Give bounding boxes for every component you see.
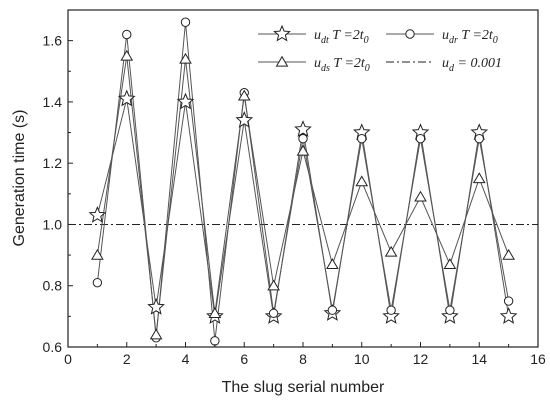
data-point-uds bbox=[472, 172, 486, 184]
x-axis-label: The slug serial number bbox=[222, 379, 385, 396]
data-point-uds bbox=[149, 328, 163, 340]
y-tick-label: 0.6 bbox=[43, 339, 63, 355]
data-point-udr bbox=[122, 29, 132, 40]
data-point-udt bbox=[499, 307, 518, 324]
data-point-udt bbox=[294, 120, 312, 138]
data-point-udr bbox=[357, 133, 367, 144]
data-point-uds bbox=[414, 190, 427, 202]
legend-label-uds: uds T =2t0 bbox=[314, 56, 370, 74]
data-point-uds bbox=[355, 175, 369, 187]
data-point-udt bbox=[382, 307, 400, 324]
y-tick-label: 1.2 bbox=[43, 155, 63, 171]
data-point-udt bbox=[441, 307, 459, 324]
legend-marker-uds bbox=[275, 55, 289, 67]
legend: udt T =2t0 udr T =2t0 uds T =2t0 ud = 0.001 bbox=[258, 24, 502, 74]
plot-area bbox=[68, 17, 538, 346]
data-point-udt bbox=[88, 205, 107, 223]
data-point-uds bbox=[179, 52, 192, 64]
legend-label-udt: udt T =2t0 bbox=[314, 28, 369, 46]
data-point-udr bbox=[92, 277, 103, 288]
data-point-uds bbox=[267, 279, 280, 291]
data-point-uds bbox=[120, 49, 134, 61]
data-point-udr bbox=[474, 133, 484, 144]
data-point-udt bbox=[176, 92, 195, 110]
data-point-uds bbox=[502, 248, 515, 260]
data-point-uds bbox=[384, 245, 398, 257]
y-tick-label: 1.0 bbox=[43, 216, 63, 232]
x-tick-label: 4 bbox=[182, 351, 190, 367]
x-tick-label: 12 bbox=[413, 351, 429, 367]
data-point-udr bbox=[386, 305, 396, 315]
x-tick-label: 16 bbox=[530, 351, 546, 367]
data-point-udr bbox=[445, 305, 455, 315]
x-tick-label: 8 bbox=[299, 351, 307, 367]
axis-ticks: 0 2 4 6 8 10 12 14 16 0.6 0.8 1.0 1.2 1.4 1.6 bbox=[43, 9, 546, 367]
data-point-udt bbox=[117, 89, 136, 107]
data-point-uds bbox=[237, 89, 251, 101]
data-point-udr bbox=[268, 308, 279, 318]
data-point-uds bbox=[91, 248, 104, 260]
data-point-udr bbox=[210, 336, 220, 346]
data-point-udr bbox=[327, 305, 338, 315]
y-tick-label: 1.4 bbox=[43, 94, 63, 110]
legend-label-ref: ud = 0.001 bbox=[442, 56, 502, 74]
data-point-udr bbox=[503, 296, 514, 306]
data-point-uds bbox=[326, 258, 339, 269]
y-tick-label: 1.6 bbox=[43, 33, 63, 49]
legend-marker-udr bbox=[405, 29, 415, 39]
data-point-udt bbox=[147, 297, 165, 315]
x-tick-label: 10 bbox=[354, 351, 370, 367]
legend-label-udr: udr T =2t0 bbox=[442, 28, 498, 46]
data-point-uds bbox=[296, 144, 310, 156]
data-point-udr bbox=[298, 133, 308, 144]
data-point-uds bbox=[443, 258, 457, 269]
y-tick-label: 0.8 bbox=[43, 278, 63, 294]
x-tick-label: 0 bbox=[64, 351, 72, 367]
data-point-udr bbox=[180, 17, 191, 27]
data-point-udt bbox=[235, 110, 254, 128]
x-tick-label: 2 bbox=[123, 351, 131, 367]
x-tick-label: 6 bbox=[240, 351, 248, 367]
data-point-udr bbox=[415, 133, 426, 144]
y-axis-label: Generation time (s) bbox=[11, 110, 28, 247]
data-point-uds bbox=[208, 307, 222, 318]
x-tick-label: 14 bbox=[471, 351, 487, 367]
legend-marker-udt bbox=[273, 24, 291, 42]
